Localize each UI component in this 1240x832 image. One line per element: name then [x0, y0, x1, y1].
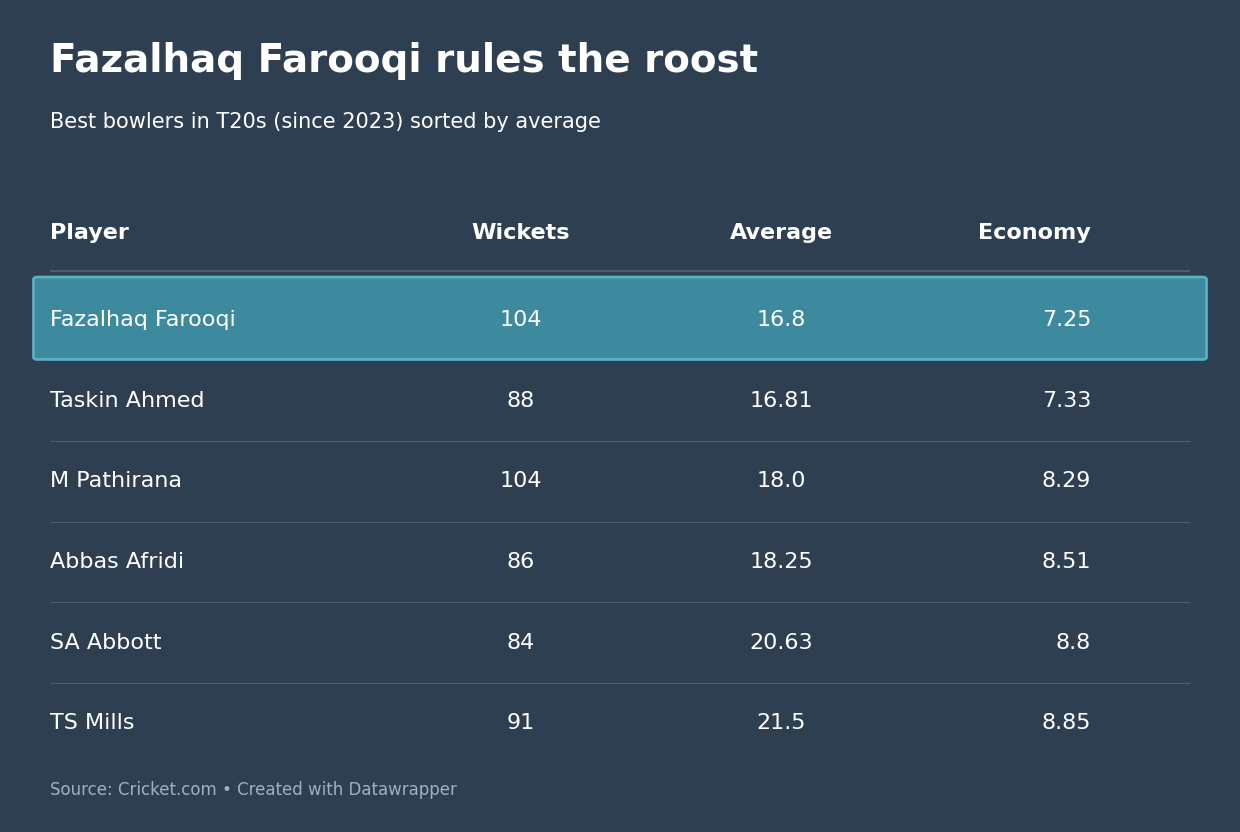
Text: 84: 84 — [507, 632, 534, 653]
Text: 18.25: 18.25 — [749, 552, 813, 572]
Text: 20.63: 20.63 — [749, 632, 813, 653]
Text: 104: 104 — [500, 471, 542, 492]
Text: M Pathirana: M Pathirana — [50, 471, 181, 492]
Text: 91: 91 — [507, 713, 534, 734]
Text: 7.33: 7.33 — [1042, 390, 1091, 411]
Text: Wickets: Wickets — [471, 223, 570, 243]
Text: 8.29: 8.29 — [1042, 471, 1091, 492]
Text: 8.85: 8.85 — [1042, 713, 1091, 734]
Text: 16.8: 16.8 — [756, 310, 806, 330]
Text: 8.8: 8.8 — [1056, 632, 1091, 653]
Text: Source: Cricket.com • Created with Datawrapper: Source: Cricket.com • Created with Dataw… — [50, 780, 456, 799]
Text: Best bowlers in T20s (since 2023) sorted by average: Best bowlers in T20s (since 2023) sorted… — [50, 112, 600, 132]
Text: 8.51: 8.51 — [1042, 552, 1091, 572]
Text: 21.5: 21.5 — [756, 713, 806, 734]
Text: Fazalhaq Farooqi: Fazalhaq Farooqi — [50, 310, 236, 330]
Text: 18.0: 18.0 — [756, 471, 806, 492]
FancyBboxPatch shape — [33, 277, 1207, 359]
Text: 16.81: 16.81 — [749, 390, 813, 411]
Text: SA Abbott: SA Abbott — [50, 632, 161, 653]
Text: 88: 88 — [507, 390, 534, 411]
Text: Fazalhaq Farooqi rules the roost: Fazalhaq Farooqi rules the roost — [50, 42, 758, 80]
Text: Average: Average — [729, 223, 833, 243]
Text: Player: Player — [50, 223, 129, 243]
Text: 86: 86 — [507, 552, 534, 572]
Text: Taskin Ahmed: Taskin Ahmed — [50, 390, 205, 411]
Text: Abbas Afridi: Abbas Afridi — [50, 552, 184, 572]
Text: TS Mills: TS Mills — [50, 713, 134, 734]
Text: 104: 104 — [500, 310, 542, 330]
Text: Economy: Economy — [978, 223, 1091, 243]
Text: 7.25: 7.25 — [1042, 310, 1091, 330]
